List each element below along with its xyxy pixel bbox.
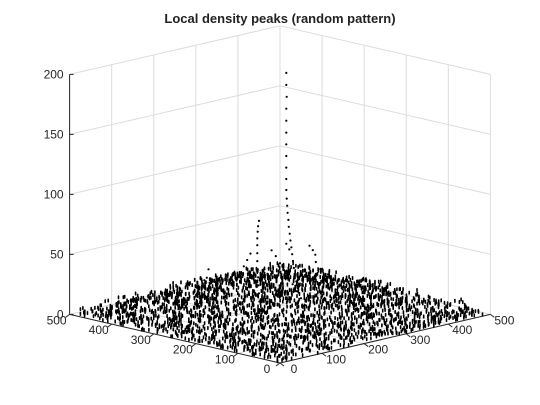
data-point bbox=[288, 248, 291, 251]
data-point bbox=[257, 276, 260, 279]
data-point bbox=[249, 252, 252, 255]
y-axis-line bbox=[69, 313, 281, 364]
y-tick-mark bbox=[191, 343, 197, 347]
data-point bbox=[256, 244, 259, 247]
z-tick-label: 200 bbox=[44, 67, 64, 81]
data-point bbox=[256, 260, 259, 263]
data-point bbox=[285, 119, 288, 122]
y-tick-mark bbox=[149, 333, 155, 338]
data-point bbox=[285, 71, 288, 74]
axes bbox=[65, 73, 495, 367]
x-tick-mark bbox=[405, 333, 411, 338]
data-point bbox=[257, 219, 261, 222]
side-wall-grid-line bbox=[279, 85, 491, 135]
y-tick-mark bbox=[65, 313, 70, 318]
x-tick-label: 200 bbox=[368, 343, 388, 357]
data-point bbox=[292, 266, 295, 269]
back-wall-grid-line bbox=[69, 205, 281, 255]
data-point bbox=[285, 83, 288, 86]
y-tick-mark bbox=[275, 362, 281, 367]
data-point bbox=[285, 188, 288, 192]
tick-labels: 0100200300400500010020030040050005010015… bbox=[44, 67, 515, 376]
data-point bbox=[287, 225, 290, 228]
x-axis-line bbox=[279, 313, 491, 364]
side-wall-grid-line bbox=[279, 205, 491, 255]
y-tick-label: 100 bbox=[215, 352, 235, 366]
data-point bbox=[285, 177, 288, 181]
data-point bbox=[311, 249, 314, 252]
data-point bbox=[289, 239, 292, 242]
data-point bbox=[286, 204, 289, 207]
data-point bbox=[278, 262, 282, 265]
chart-title: Local density peaks (random pattern) bbox=[164, 11, 395, 26]
data-point bbox=[257, 284, 260, 287]
back-wall-grid-line bbox=[69, 85, 281, 135]
data-point bbox=[295, 290, 298, 293]
data-point bbox=[270, 249, 273, 252]
data-point bbox=[246, 258, 249, 262]
x-tick-label: 100 bbox=[326, 352, 346, 366]
z-tick-label: 0 bbox=[57, 307, 64, 321]
data-point bbox=[256, 252, 259, 255]
x-tick-label: 0 bbox=[291, 362, 298, 376]
data-point bbox=[285, 143, 288, 146]
x-tick-mark bbox=[321, 352, 327, 357]
data-point bbox=[256, 230, 259, 233]
data-point bbox=[285, 131, 288, 134]
z-tick-label: 150 bbox=[44, 127, 64, 141]
floor-grid-line bbox=[111, 304, 323, 354]
data-point bbox=[285, 95, 288, 98]
data-point bbox=[285, 242, 288, 245]
y-tick-label: 500 bbox=[47, 313, 67, 327]
data-point bbox=[291, 283, 294, 286]
x-tick-mark bbox=[279, 362, 285, 367]
data-point bbox=[286, 211, 289, 214]
x-tick-label: 400 bbox=[452, 323, 472, 337]
y-tick-label: 400 bbox=[89, 323, 109, 337]
data-point bbox=[291, 253, 294, 256]
x-tick-label: 300 bbox=[410, 333, 430, 347]
data-points bbox=[79, 71, 484, 364]
x-tick-mark bbox=[448, 323, 453, 328]
data-point bbox=[207, 268, 210, 271]
data-point bbox=[256, 237, 259, 240]
z-tick-label: 50 bbox=[50, 247, 64, 261]
data-point bbox=[308, 244, 311, 247]
y-tick-mark bbox=[107, 323, 112, 328]
data-point bbox=[314, 260, 317, 264]
data-point bbox=[285, 197, 288, 200]
data-point bbox=[290, 246, 293, 249]
side-wall-grid-line bbox=[279, 145, 491, 195]
data-point bbox=[299, 297, 303, 300]
side-wall-grid-line bbox=[279, 25, 491, 75]
data-point bbox=[257, 225, 260, 228]
y-tick-label: 0 bbox=[264, 362, 271, 376]
data-point bbox=[242, 265, 245, 268]
y-tick-label: 200 bbox=[173, 343, 193, 357]
data-point bbox=[205, 276, 208, 279]
back-wall-grid-line bbox=[69, 145, 281, 195]
x-tick-mark bbox=[490, 313, 495, 318]
data-point bbox=[285, 154, 288, 158]
data-point bbox=[314, 253, 317, 256]
data-point bbox=[288, 232, 291, 235]
data-point bbox=[287, 218, 290, 221]
x-tick-mark bbox=[363, 343, 369, 347]
x-tick-label: 500 bbox=[494, 313, 514, 327]
back-wall-grid-line bbox=[69, 25, 281, 75]
z-tick-label: 100 bbox=[44, 187, 64, 201]
data-point bbox=[274, 255, 277, 258]
y-tick-mark bbox=[233, 352, 239, 357]
data-point bbox=[285, 166, 288, 169]
data-point bbox=[285, 107, 288, 110]
y-tick-label: 300 bbox=[131, 333, 151, 347]
